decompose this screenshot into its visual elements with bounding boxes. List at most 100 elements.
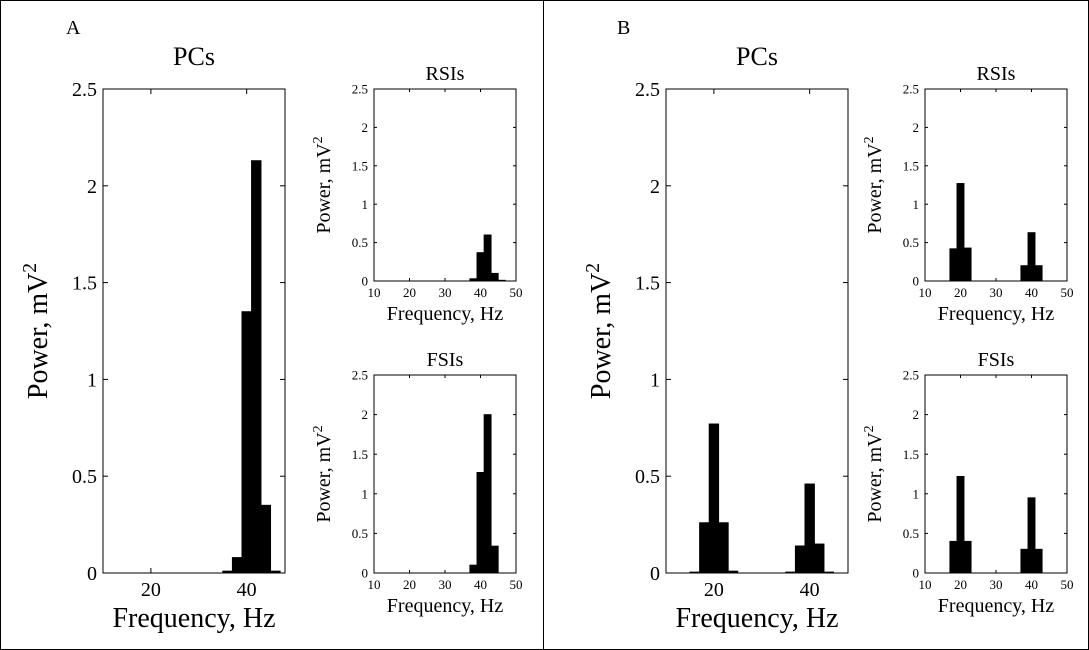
x-tick-label: 40 <box>1025 577 1038 592</box>
bar <box>490 545 499 574</box>
y-tick-label: 1.5 <box>72 273 97 295</box>
y-tick-label: 2.5 <box>352 82 368 97</box>
y-tick-label: 0 <box>362 274 369 289</box>
x-axis-label: Frequency, Hz <box>938 595 1055 617</box>
chart-a-fsis: 0 0.5 1 1.5 2 2.5 10 20 30 40 50 FSIs Frequency, Hz P… <box>311 349 523 617</box>
chart-b-pcs: 0 0.5 1 1.5 2 2.5 20 40 PCs Frequency, Hz Power, m… <box>583 42 849 634</box>
panel-label-a: A <box>66 17 81 39</box>
bar <box>1027 232 1036 282</box>
bar <box>497 279 506 282</box>
x-tick-label: 10 <box>919 285 932 300</box>
bar <box>708 423 720 574</box>
x-tick-label: 40 <box>237 579 257 601</box>
bar <box>490 272 499 282</box>
y-tick-label: 0.5 <box>903 235 919 250</box>
y-tick-label: 2.5 <box>903 368 919 383</box>
y-tick-label: 1 <box>650 369 660 391</box>
y-axis-label: Power, mV2 <box>583 263 617 399</box>
x-tick-label: 40 <box>800 579 820 601</box>
bar <box>949 540 958 574</box>
y-tick-label: 0.5 <box>352 235 368 250</box>
x-tick-label: 20 <box>403 577 416 592</box>
y-tick-label: 0 <box>650 563 660 585</box>
bar <box>476 472 485 574</box>
bar <box>483 234 492 282</box>
y-axis-label-superscript: 2 <box>862 136 877 143</box>
y-tick-label: 2 <box>87 176 97 198</box>
x-tick-label: 40 <box>1025 285 1038 300</box>
bar <box>469 564 478 574</box>
y-tick-label: 2.5 <box>635 79 660 101</box>
y-axis-label-text: Power, mV <box>586 273 617 399</box>
bar <box>1034 265 1043 282</box>
y-axis-label-text: Power, mV <box>864 143 886 234</box>
x-axis-label: Frequency, Hz <box>675 603 838 634</box>
y-tick-label: 2 <box>913 120 920 135</box>
y-tick-label: 1 <box>913 486 920 501</box>
x-axis-label: Frequency, Hz <box>112 603 275 634</box>
bar <box>270 570 281 574</box>
x-tick-label: 50 <box>1061 285 1074 300</box>
x-tick-label: 20 <box>954 577 967 592</box>
x-tick-label: 30 <box>439 577 452 592</box>
panel-label-b: B <box>617 17 630 39</box>
bar <box>727 570 739 574</box>
x-tick-label: 20 <box>141 579 161 601</box>
x-axis-label: Frequency, Hz <box>387 303 504 325</box>
bar <box>231 557 243 574</box>
chart-title: PCs <box>736 42 778 71</box>
bar <box>476 252 485 282</box>
y-axis-label-superscript: 2 <box>311 136 326 143</box>
bar <box>241 311 252 574</box>
y-tick-label: 0.5 <box>903 526 919 541</box>
bar <box>483 414 492 574</box>
y-tick-label: 2 <box>913 407 920 422</box>
y-tick-label: 2.5 <box>903 82 919 97</box>
y-tick-label: 1.5 <box>352 158 368 173</box>
y-tick-label: 2.5 <box>72 79 97 101</box>
y-tick-label: 0 <box>913 274 920 289</box>
y-axis-label: Power, mV2 <box>862 425 886 522</box>
chart-title: FSIs <box>978 349 1015 371</box>
x-tick-label: 10 <box>919 577 932 592</box>
y-axis-label: Power, mV2 <box>311 425 335 522</box>
y-tick-label: 0.5 <box>352 526 368 541</box>
y-tick-label: 1 <box>362 197 369 212</box>
chart-title: FSIs <box>427 349 464 371</box>
bar <box>251 160 262 574</box>
y-tick-label: 0.5 <box>635 466 660 488</box>
x-tick-label: 20 <box>704 579 724 601</box>
y-tick-label: 0 <box>362 566 369 581</box>
y-axis-label: Power, mV2 <box>862 136 886 233</box>
y-tick-label: 2 <box>650 176 660 198</box>
y-axis-label-superscript: 2 <box>583 263 604 273</box>
y-tick-label: 1 <box>362 486 369 501</box>
bar <box>469 278 478 282</box>
y-tick-label: 1 <box>87 369 97 391</box>
chart-title: PCs <box>173 42 215 71</box>
bar <box>804 483 815 574</box>
y-tick-label: 1.5 <box>352 447 368 462</box>
y-axis-label-text: Power, mV <box>864 432 886 523</box>
chart-title: RSIs <box>977 63 1016 85</box>
chart-a-pcs: 0 0.5 1 1.5 2 2.5 20 40 PCs Frequency, Hz Power, m… <box>20 42 286 634</box>
y-tick-label: 2 <box>362 120 369 135</box>
x-axis-label: Frequency, Hz <box>938 303 1055 325</box>
y-axis-label-superscript: 2 <box>20 263 41 273</box>
chart-title: RSIs <box>426 63 465 85</box>
chart-b-fsis: 0 0.5 1 1.5 2 2.5 10 20 30 40 50 FSIs Frequency, Hz P… <box>862 349 1074 617</box>
y-tick-label: 2.5 <box>352 368 368 383</box>
y-axis-label: Power, mV2 <box>311 136 335 233</box>
y-tick-label: 0 <box>913 566 920 581</box>
bar <box>823 571 835 574</box>
x-tick-label: 20 <box>403 285 416 300</box>
plot-frame <box>102 88 286 574</box>
bar <box>689 571 700 574</box>
y-axis-label-superscript: 2 <box>311 425 326 432</box>
y-tick-label: 2 <box>362 407 369 422</box>
bar <box>963 247 972 282</box>
x-axis-label: Frequency, Hz <box>387 595 504 617</box>
bar <box>956 475 965 574</box>
y-axis-label-text: Power, mV <box>313 143 335 234</box>
bar <box>785 571 796 574</box>
